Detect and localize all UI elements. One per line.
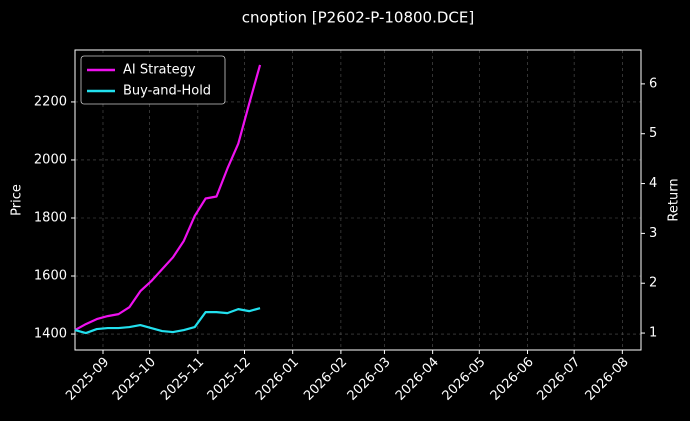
y-tick-label: 1800: [34, 210, 67, 225]
y-tick-label: 1600: [34, 269, 67, 284]
legend-label: Buy-and-Hold: [123, 84, 211, 99]
y2-tick-label: 6: [649, 76, 657, 91]
legend-label: AI Strategy: [123, 63, 196, 78]
y2-axis-label: Return: [667, 178, 682, 221]
y2-tick-label: 3: [649, 226, 657, 241]
y-tick-label: 1400: [34, 327, 67, 342]
y2-tick-label: 4: [649, 176, 657, 191]
plot-frame: [74, 49, 642, 351]
series-line: [74, 64, 262, 332]
y2-tick-label: 5: [649, 126, 657, 141]
y-tick-label: 2200: [34, 94, 67, 109]
y-tick-label: 2000: [34, 152, 67, 167]
y2-tick-label: 2: [649, 276, 657, 291]
legend: AI Strategy Buy-and-Hold: [80, 55, 226, 105]
y-axis-label: Price: [10, 184, 25, 216]
legend-box: [80, 55, 226, 105]
chart-title: cnoption [P2602-P-10800.DCE]: [242, 9, 474, 27]
series-line: [74, 307, 261, 335]
y2-tick-label: 1: [649, 326, 657, 341]
